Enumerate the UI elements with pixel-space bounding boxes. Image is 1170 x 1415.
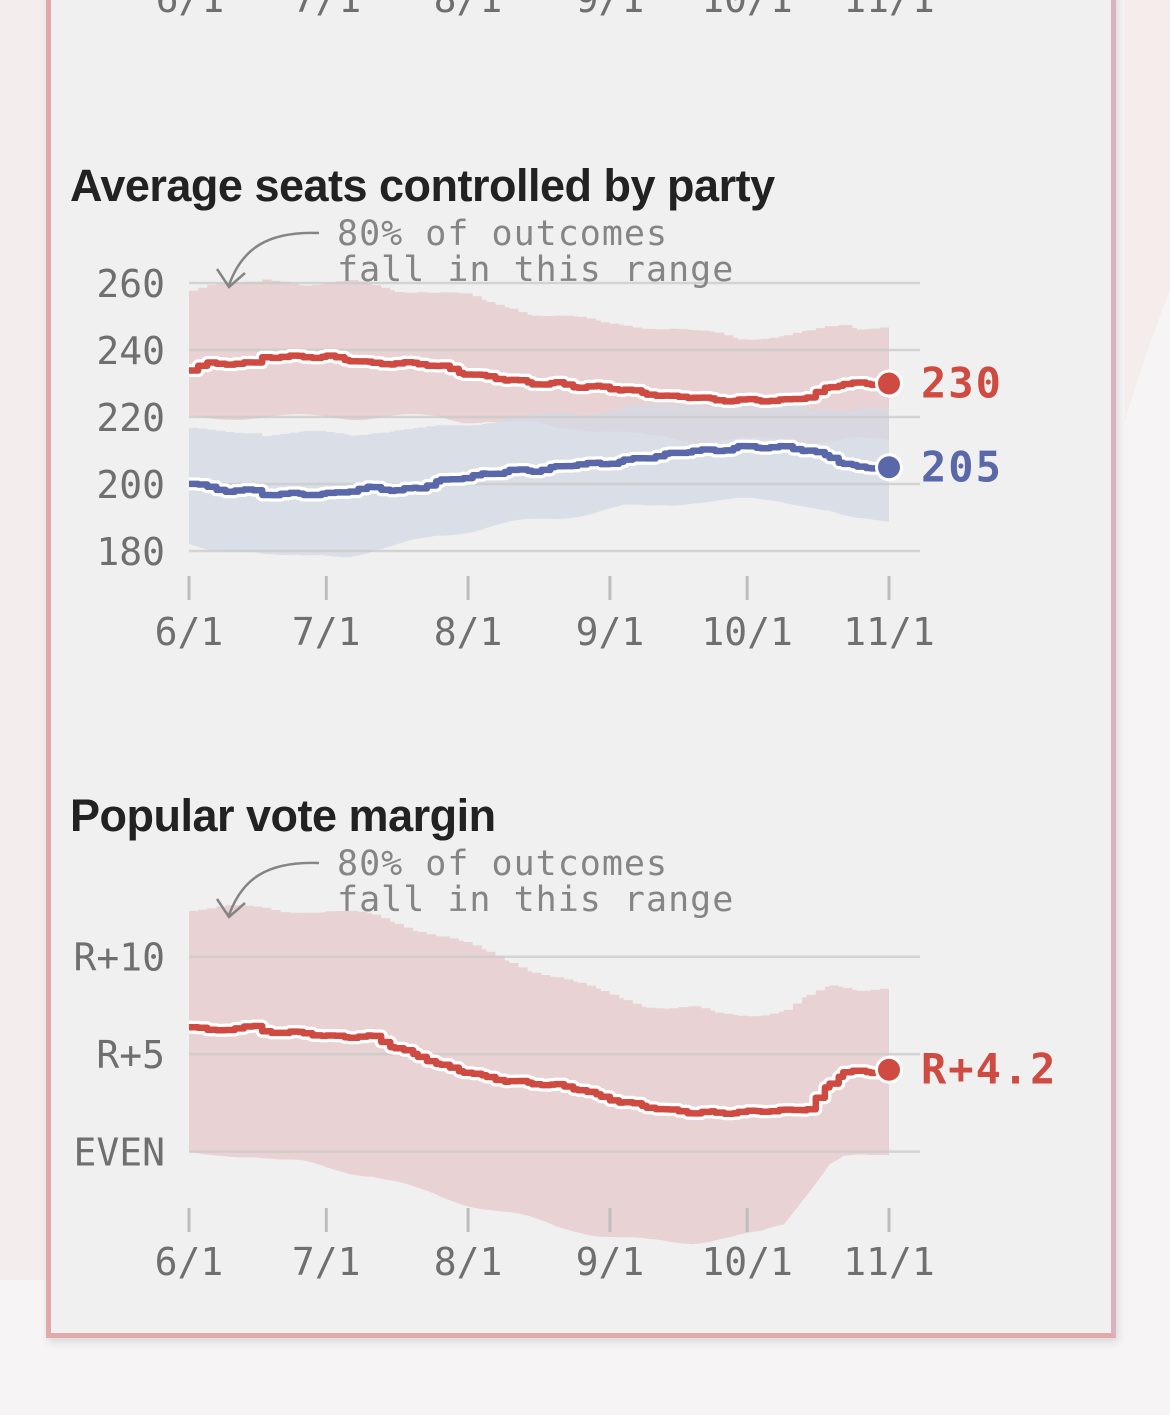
y-tick-label: 180 bbox=[96, 530, 165, 574]
x-tick-label: 7/1 bbox=[292, 1240, 361, 1284]
annotation-text: fall in this range bbox=[337, 880, 734, 920]
annotation-arrow bbox=[227, 231, 320, 286]
y-tick-label: 260 bbox=[96, 262, 165, 306]
end-point bbox=[878, 372, 900, 395]
x-tick-label: 10/1 bbox=[701, 1240, 793, 1284]
end-point bbox=[878, 456, 900, 479]
end-point bbox=[878, 1058, 900, 1081]
annotation-arrowhead bbox=[215, 268, 246, 289]
series-line bbox=[189, 442, 893, 499]
end-value-label: 205 bbox=[921, 442, 1003, 491]
x-tick-label: 9/1 bbox=[576, 0, 645, 21]
y-tick-label: 220 bbox=[96, 396, 165, 440]
uncertainty-band bbox=[189, 400, 889, 558]
y-tick-label: R+10 bbox=[73, 936, 165, 980]
x-tick-label: 11/1 bbox=[843, 0, 935, 21]
annotation-arrowhead bbox=[215, 898, 246, 919]
vote-margin-chart: R+10 R+5 EVEN 6/1 7/1 8/1 9/1 10/1 11/1 R+4.2 80% … bbox=[73, 844, 1057, 1284]
uncertainty-band bbox=[189, 905, 889, 1245]
x-tick-label: 11/1 bbox=[843, 610, 935, 654]
seats-chart: 260 240 220 200 180 6/1 7/1 8/1 9/1 10/1 11/1 230 20… bbox=[96, 214, 1003, 654]
x-tick-label: 10/1 bbox=[701, 610, 793, 654]
end-value-label: R+4.2 bbox=[921, 1045, 1057, 1094]
annotation-text: 80% of outcomes bbox=[337, 844, 668, 884]
seats-chart-title: Average seats controlled by party bbox=[70, 160, 775, 211]
annotation-text: 80% of outcomes bbox=[337, 214, 668, 254]
end-value-label: 230 bbox=[921, 359, 1003, 408]
x-tick-label: 10/1 bbox=[701, 0, 793, 21]
x-tick-label: 6/1 bbox=[155, 610, 224, 654]
x-tick-label: 6/1 bbox=[155, 1240, 224, 1284]
y-tick-label: 200 bbox=[96, 463, 165, 507]
x-tick-label: 8/1 bbox=[434, 610, 503, 654]
series-line bbox=[189, 1022, 893, 1117]
x-tick-label: 11/1 bbox=[843, 1240, 935, 1284]
annotation-arrow bbox=[227, 861, 320, 916]
x-tick-label: 7/1 bbox=[293, 0, 362, 21]
x-tick-label: 6/1 bbox=[156, 0, 225, 21]
x-tick-label: 8/1 bbox=[434, 1240, 503, 1284]
series-line bbox=[189, 352, 893, 405]
y-tick-label: 240 bbox=[96, 329, 165, 373]
top-axis-partial: 6/1 7/1 8/1 9/1 10/1 11/1 bbox=[156, 0, 935, 21]
annotation-text: fall in this range bbox=[337, 250, 734, 290]
x-tick-label: 8/1 bbox=[434, 0, 503, 21]
x-tick-label: 7/1 bbox=[292, 610, 361, 654]
y-tick-label: EVEN bbox=[73, 1131, 165, 1175]
x-tick-label: 9/1 bbox=[576, 1240, 645, 1284]
vote-margin-chart-title: Popular vote margin bbox=[70, 790, 496, 841]
x-tick-label: 9/1 bbox=[576, 610, 645, 654]
y-tick-label: R+5 bbox=[96, 1033, 165, 1077]
